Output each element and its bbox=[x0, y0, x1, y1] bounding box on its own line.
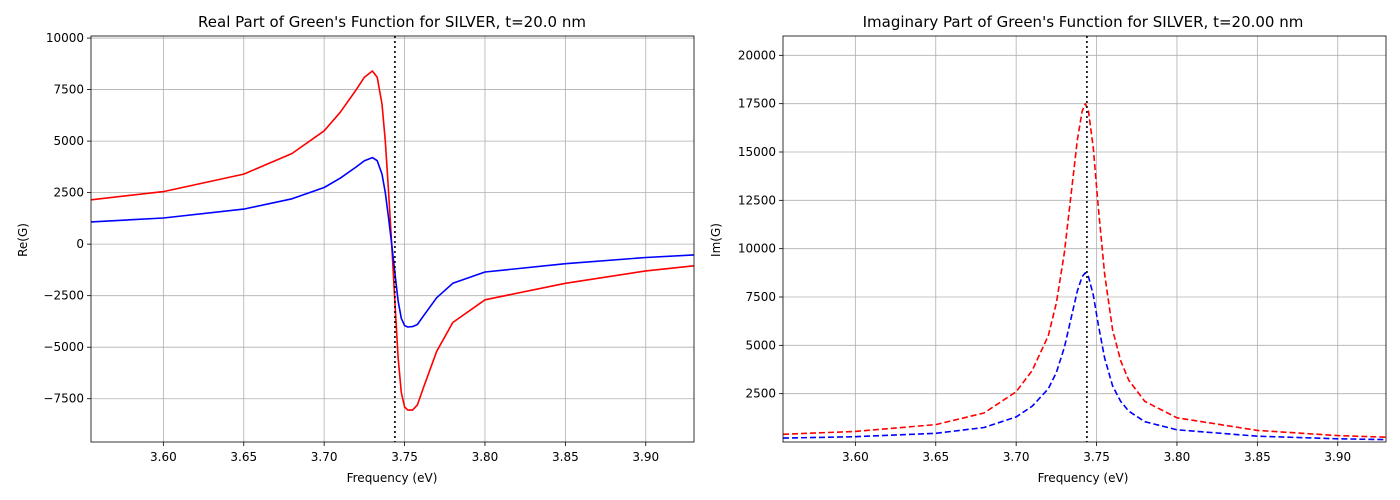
y-tick-label: 10000 bbox=[738, 242, 776, 256]
y-tick-label: 5000 bbox=[745, 338, 776, 352]
y-tick-label: 2500 bbox=[745, 387, 776, 401]
x-tick-label: 3.85 bbox=[1244, 450, 1271, 464]
y-tick-label: 20000 bbox=[738, 48, 776, 62]
y-tick-label: 17500 bbox=[738, 97, 776, 111]
x-tick-label: 3.85 bbox=[552, 450, 579, 464]
y-tick-label: 7500 bbox=[745, 290, 776, 304]
chart-title: Real Part of Green's Function for SILVER… bbox=[198, 13, 586, 31]
plot-frame bbox=[90, 35, 695, 443]
x-tick-label: 3.75 bbox=[1083, 450, 1110, 464]
x-tick-label: 3.80 bbox=[1164, 450, 1191, 464]
grid bbox=[91, 36, 694, 442]
y-tick-label: 2500 bbox=[53, 186, 84, 200]
y-tick-label: 15000 bbox=[738, 145, 776, 159]
chart-title: Imaginary Part of Green's Function for S… bbox=[863, 13, 1304, 31]
x-tick-label: 3.65 bbox=[230, 450, 257, 464]
series-line-1 bbox=[783, 102, 1386, 438]
y-tick-label: −5000 bbox=[43, 340, 84, 354]
grid bbox=[783, 36, 1386, 442]
series-line-2 bbox=[783, 272, 1386, 441]
x-tick-label: 3.60 bbox=[842, 450, 869, 464]
y-tick-label: 0 bbox=[76, 237, 84, 251]
y-tick-label: 5000 bbox=[53, 134, 84, 148]
x-tick-label: 3.75 bbox=[391, 450, 418, 464]
x-tick-label: 3.80 bbox=[472, 450, 499, 464]
y-tick-label: 12500 bbox=[738, 193, 776, 207]
x-axis-label: Frequency (eV) bbox=[347, 471, 438, 485]
real-part-chart: Real Part of Green's Function for SILVER… bbox=[16, 13, 695, 485]
plot-frame bbox=[782, 35, 1387, 443]
series-line-1 bbox=[91, 70, 694, 411]
series-line-2 bbox=[91, 156, 694, 328]
x-tick-label: 3.70 bbox=[311, 450, 338, 464]
y-axis-label: Re(G) bbox=[16, 223, 30, 257]
y-tick-label: 7500 bbox=[53, 83, 84, 97]
y-tick-label: −7500 bbox=[43, 392, 84, 406]
x-tick-label: 3.65 bbox=[922, 450, 949, 464]
x-tick-label: 3.90 bbox=[1324, 450, 1351, 464]
x-tick-label: 3.60 bbox=[150, 450, 177, 464]
y-tick-label: −2500 bbox=[43, 289, 84, 303]
imaginary-part-chart: Imaginary Part of Green's Function for S… bbox=[709, 13, 1387, 485]
y-tick-label: 10000 bbox=[46, 31, 84, 45]
y-axis-label: Im(G) bbox=[709, 223, 723, 257]
x-axis-label: Frequency (eV) bbox=[1038, 471, 1129, 485]
x-tick-label: 3.70 bbox=[1003, 450, 1030, 464]
x-tick-label: 3.90 bbox=[632, 450, 659, 464]
